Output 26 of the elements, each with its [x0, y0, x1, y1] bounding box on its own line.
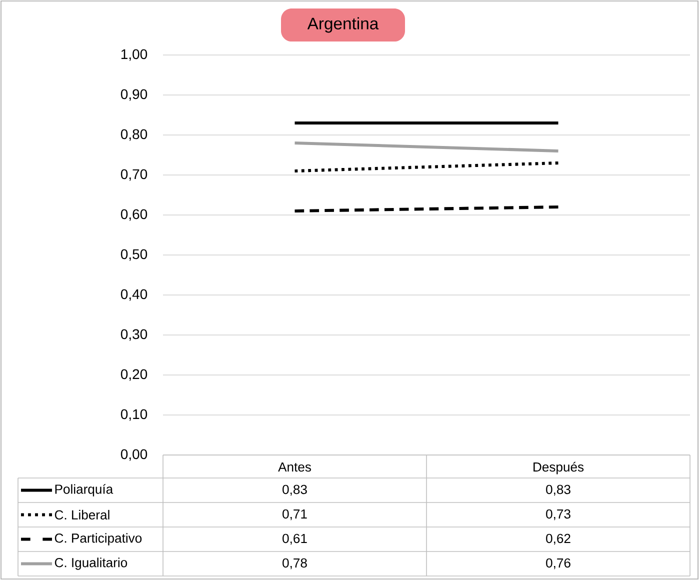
data-label: 0,78 [282, 558, 307, 570]
legend-label: C. Participativo [54, 533, 142, 546]
y-tick-label: 0,50 [120, 249, 148, 261]
legend-label: C. Liberal [54, 510, 110, 520]
y-tick-label: 1,00 [121, 49, 148, 61]
y-tick-label: 0,10 [120, 409, 148, 421]
y-tick-label: 0,30 [120, 329, 148, 341]
y-tick-label: 0,70 [120, 169, 148, 181]
legend-label: C. Igualitario [54, 558, 128, 570]
chart-title: Argentina [307, 17, 379, 33]
y-tick-label: 0,20 [120, 369, 148, 381]
y-tick-label: 0,80 [120, 129, 148, 141]
data-label: 0,61 [282, 534, 307, 545]
data-label: 0,76 [546, 558, 570, 570]
legend-label: Poliarquía [55, 484, 114, 496]
y-tick-label: 0,00 [120, 449, 148, 461]
data-label: 0,83 [282, 484, 307, 496]
y-tick-label: 0,60 [120, 209, 148, 221]
y-tick-label: 0,40 [120, 289, 148, 301]
data-label: 0,71 [282, 509, 307, 520]
data-label: 0,62 [546, 534, 570, 545]
x-tick-label: Antes [278, 462, 311, 472]
y-tick-label: 0,90 [120, 89, 148, 101]
data-label: 0,83 [546, 484, 570, 496]
data-label: 0,73 [546, 509, 570, 520]
x-tick-label: Después [534, 462, 584, 474]
